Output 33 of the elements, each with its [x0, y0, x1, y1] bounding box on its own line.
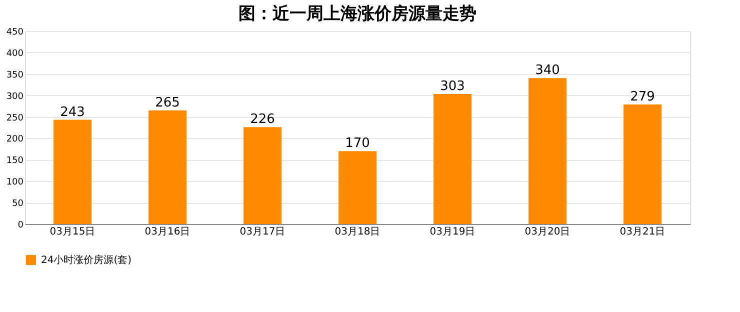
bar	[624, 104, 662, 224]
y-tick-label: 350	[6, 70, 24, 80]
data-label: 279	[630, 89, 655, 104]
bar	[148, 110, 186, 224]
bar	[434, 94, 472, 224]
y-tick-label: 100	[6, 178, 24, 188]
data-label: 170	[345, 136, 370, 152]
legend-label: 24小时涨价房源(套)	[41, 254, 132, 266]
data-label: 340	[535, 63, 560, 78]
y-tick-label: 400	[6, 48, 24, 59]
data-label: 243	[60, 104, 85, 120]
bar	[338, 151, 376, 224]
y-tick-label: 150	[6, 156, 24, 166]
y-tick-label: 50	[12, 199, 24, 210]
y-tick-label: 200	[6, 134, 24, 145]
x-tick-label: 03月17日	[240, 226, 286, 238]
x-tick-label: 03月16日	[144, 226, 190, 238]
y-tick-label: 250	[6, 113, 24, 124]
x-tick-label: 03月21日	[620, 226, 666, 238]
bar	[54, 120, 92, 224]
data-label: 226	[250, 112, 275, 128]
bar	[528, 78, 566, 224]
bar	[244, 127, 282, 224]
y-tick-label: 0	[18, 220, 24, 230]
x-tick-label: 03月18日	[334, 226, 380, 238]
data-label: 303	[440, 79, 465, 94]
y-tick-label: 300	[6, 92, 24, 102]
chart-title: 图：近一周上海涨价房源量走势	[238, 4, 476, 24]
x-tick-label: 03月20日	[524, 226, 570, 238]
x-tick-label: 03月19日	[430, 226, 476, 238]
data-label: 265	[155, 95, 180, 110]
x-tick-label: 03月15日	[50, 226, 96, 238]
y-tick-label: 450	[6, 28, 24, 38]
